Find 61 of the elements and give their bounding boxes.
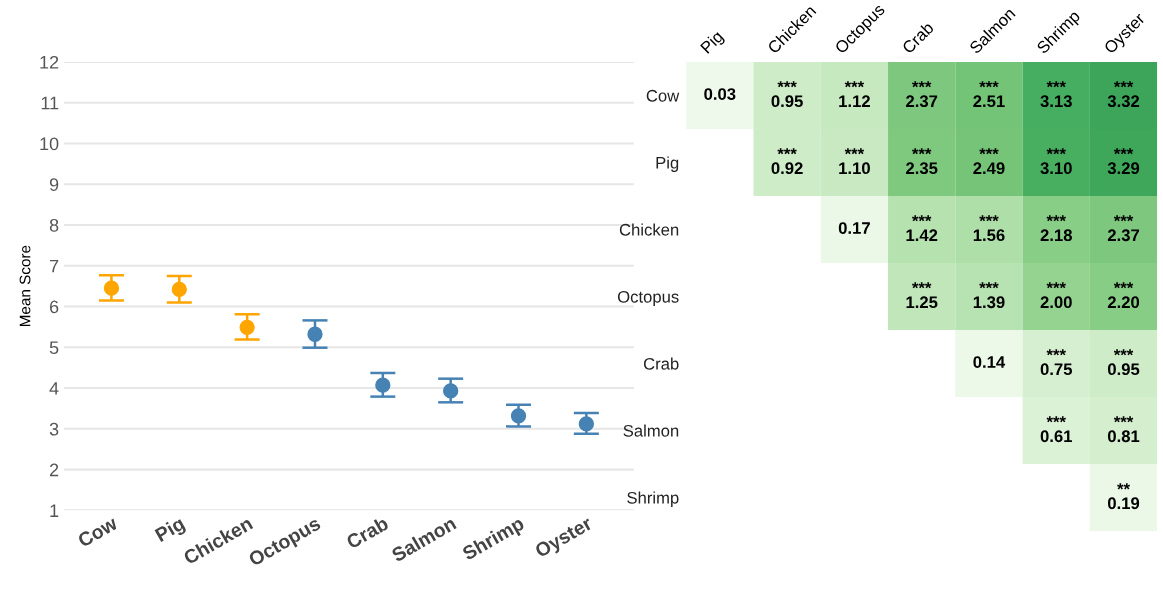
y-tick-label: Cow bbox=[646, 89, 680, 102]
x-tick-label: Cow bbox=[76, 515, 119, 548]
data-label: *** 2.37 bbox=[1107, 215, 1140, 242]
point bbox=[103, 280, 120, 296]
data-label: *** 3.13 bbox=[1040, 81, 1072, 108]
data-label: *** 0.75 bbox=[1040, 349, 1073, 376]
data-label: *** 1.12 bbox=[839, 81, 870, 107]
y-tick-label: 5 bbox=[49, 341, 59, 355]
y-tick-label: 2 bbox=[49, 463, 59, 477]
data-label: *** 1.42 bbox=[906, 215, 938, 241]
data-label: 0.17 bbox=[838, 222, 870, 234]
data-label: *** 0.61 bbox=[1040, 416, 1073, 443]
x-tick-label: Crab bbox=[901, 21, 935, 55]
y-tick-label: Crab bbox=[643, 357, 679, 370]
data-label: *** 2.00 bbox=[1040, 282, 1072, 309]
y-tick-label: Chicken bbox=[619, 223, 679, 236]
data-label: *** 2.35 bbox=[906, 148, 938, 175]
data-label: *** 2.49 bbox=[973, 148, 1005, 175]
point bbox=[443, 383, 459, 399]
data-label: *** 1.10 bbox=[839, 148, 870, 175]
y-tick-label: Pig bbox=[656, 156, 679, 172]
data-label: *** 1.56 bbox=[973, 215, 1005, 242]
data-label: *** 1.39 bbox=[973, 282, 1005, 309]
data-label: *** 2.51 bbox=[973, 81, 1005, 108]
data-label: *** 1.25 bbox=[906, 282, 938, 309]
y-tick-label: 4 bbox=[49, 382, 59, 395]
data-label: *** 0.95 bbox=[771, 81, 803, 108]
x-tick-label: Pig bbox=[154, 515, 188, 546]
data-label: *** 0.81 bbox=[1107, 416, 1140, 443]
y-tick-label: 12 bbox=[40, 55, 59, 69]
y-axis-title: Mean Score bbox=[19, 245, 31, 327]
data-label: *** 2.37 bbox=[906, 81, 938, 108]
x-tick-label: Crab bbox=[345, 515, 390, 550]
point bbox=[510, 408, 527, 424]
point bbox=[578, 416, 594, 432]
data-label: 0.03 bbox=[704, 88, 736, 100]
y-tick-label: 7 bbox=[49, 259, 59, 273]
data-label: *** 3.32 bbox=[1107, 81, 1140, 108]
point bbox=[375, 377, 391, 393]
x-tick-label: Pig bbox=[699, 29, 726, 57]
point bbox=[307, 326, 323, 342]
y-tick-label: 3 bbox=[49, 422, 59, 436]
data-label: *** 2.18 bbox=[1040, 215, 1072, 242]
y-tick-label: 10 bbox=[40, 137, 59, 151]
data-label: *** 0.95 bbox=[1107, 349, 1140, 376]
data-label: *** 3.29 bbox=[1107, 148, 1140, 175]
data-label: *** 3.10 bbox=[1040, 148, 1072, 175]
point bbox=[239, 319, 255, 335]
data-label: *** 0.92 bbox=[771, 148, 803, 175]
y-tick-label: Salmon bbox=[623, 424, 679, 437]
data-label: *** 2.20 bbox=[1107, 282, 1140, 309]
y-tick-label: 8 bbox=[49, 218, 59, 232]
data-label: ** 0.19 bbox=[1107, 483, 1140, 510]
y-tick-label: 9 bbox=[49, 178, 59, 191]
y-tick-label: 1 bbox=[50, 504, 59, 517]
y-tick-label: 6 bbox=[49, 300, 59, 314]
y-tick-label: Octopus bbox=[617, 290, 679, 306]
point bbox=[171, 281, 187, 298]
data-label: 0.14 bbox=[973, 356, 1006, 368]
y-tick-label: Shrimp bbox=[627, 491, 679, 507]
y-tick-label: 11 bbox=[41, 96, 59, 110]
